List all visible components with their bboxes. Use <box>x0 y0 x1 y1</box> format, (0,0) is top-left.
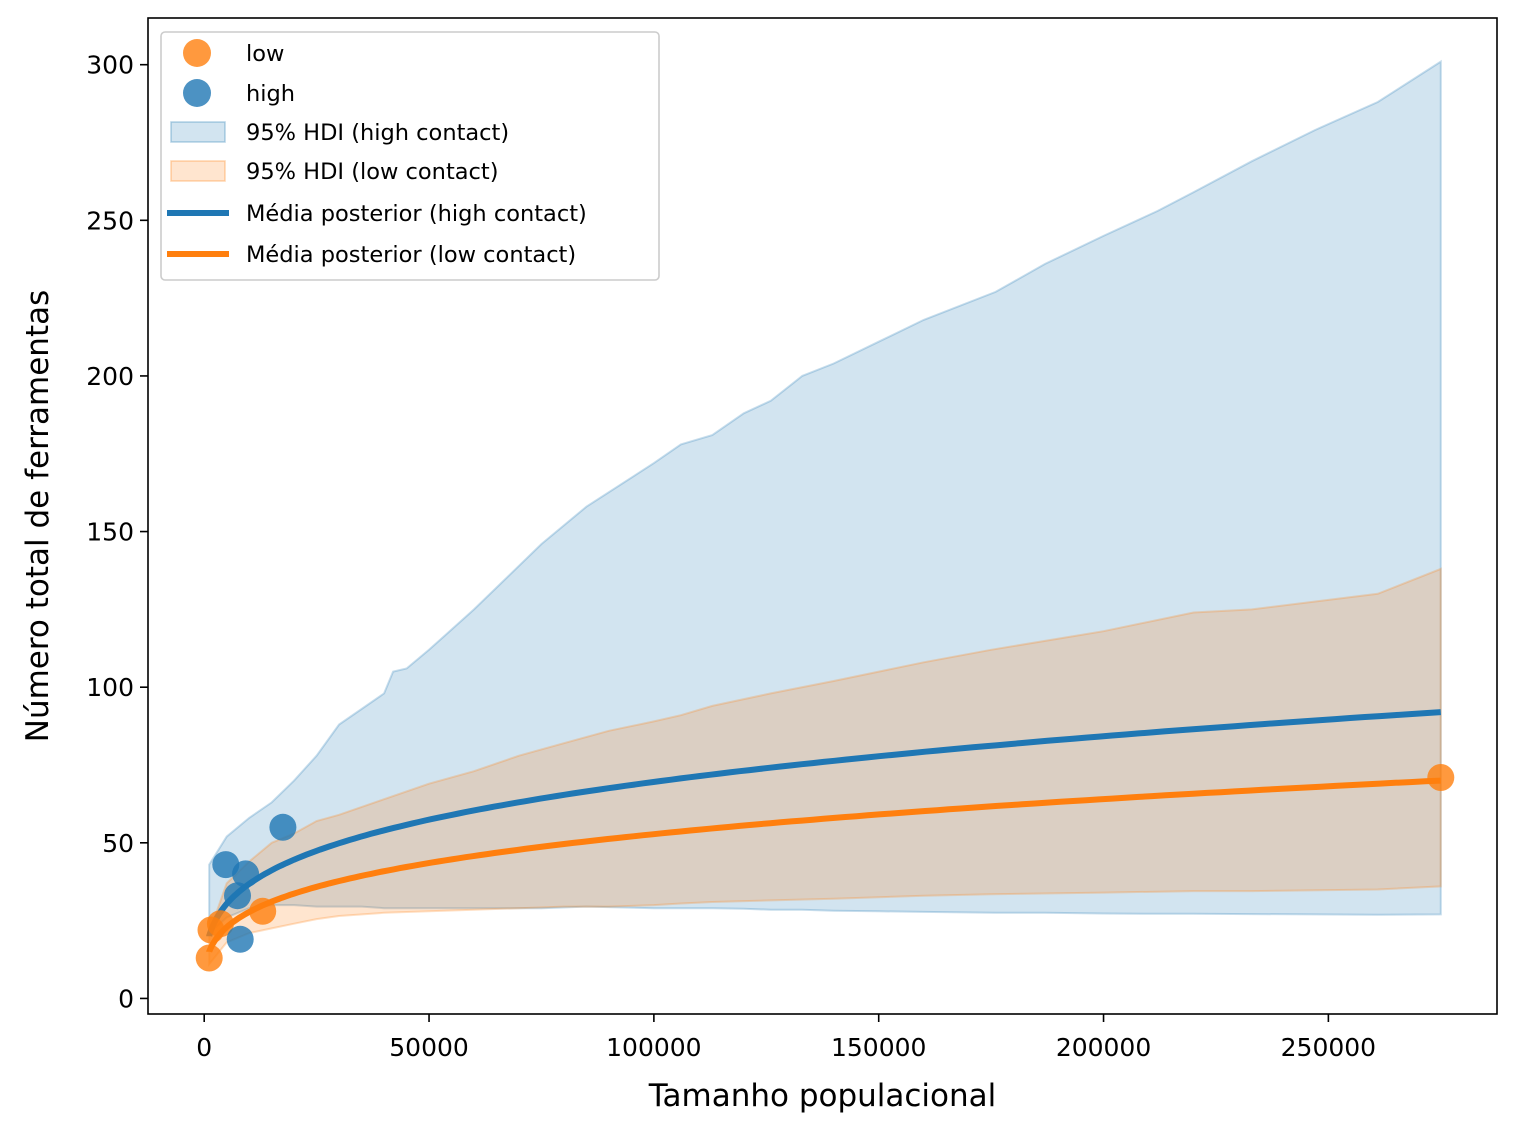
mean-line-low-contact <box>206 777 1441 953</box>
legend-label: Média posterior (low contact) <box>246 242 576 268</box>
legend-patch <box>170 160 226 182</box>
x-tick-label: 150000 <box>831 1033 926 1062</box>
legend-entry: Média posterior (high contact) <box>167 201 587 227</box>
legend-marker <box>183 39 211 67</box>
x-axis-label: Tamanho populacional <box>648 1078 997 1114</box>
legend-patch <box>170 121 226 143</box>
legend-entry: low <box>183 39 284 67</box>
y-axis-label: Número total de ferramentas <box>20 290 56 742</box>
scatter-point-low <box>195 944 223 972</box>
legend-marker <box>183 79 211 107</box>
hdi-band-low-contact <box>208 567 1442 968</box>
y-tick-label: 300 <box>86 51 134 80</box>
legend-label: 95% HDI (high contact) <box>246 120 509 146</box>
legend-label: 95% HDI (low contact) <box>246 159 499 185</box>
legend-label: high <box>246 81 295 107</box>
scatter-point-high <box>269 813 297 841</box>
y-tick-label: 50 <box>102 829 134 858</box>
legend-label: Média posterior (high contact) <box>246 201 587 227</box>
x-axis: 0 50000 100000 150000 200000 250000 <box>196 1014 1376 1062</box>
x-tick-label: 250000 <box>1281 1033 1376 1062</box>
x-tick-label: 200000 <box>1056 1033 1151 1062</box>
legend-entry: Média posterior (low contact) <box>167 242 576 268</box>
y-tick-label: 0 <box>118 984 134 1013</box>
legend-entry: 95% HDI (low contact) <box>170 159 499 185</box>
scatter-point-high <box>232 860 260 888</box>
plot-area <box>195 59 1455 972</box>
x-tick-label: 0 <box>196 1033 212 1062</box>
legend-label: low <box>246 41 284 67</box>
y-axis: 0 50 100 150 200 250 300 <box>86 51 148 1013</box>
scatter-point-high <box>226 925 254 953</box>
legend-frame <box>160 31 660 281</box>
x-tick-label: 50000 <box>389 1033 469 1062</box>
y-tick-label: 250 <box>86 206 134 235</box>
scatter-point-low <box>249 897 277 925</box>
hdi-band-high-contact <box>208 59 1442 936</box>
legend-entry: high <box>183 79 295 107</box>
legend: low high 95% HDI (high contact) 95% HDI (lo… <box>160 31 660 281</box>
y-tick-label: 150 <box>86 518 134 547</box>
scatter-point-high <box>224 882 251 910</box>
x-tick-label: 100000 <box>606 1033 701 1062</box>
y-tick-label: 100 <box>86 673 134 702</box>
y-tick-label: 200 <box>86 362 134 391</box>
scatter-point-low <box>1427 764 1455 791</box>
hdi-bands <box>208 59 1442 968</box>
scatter-points <box>195 764 1455 972</box>
legend-entry: 95% HDI (high contact) <box>170 120 509 146</box>
plot-frame <box>147 17 1498 1015</box>
scatter-point-low <box>206 910 234 938</box>
